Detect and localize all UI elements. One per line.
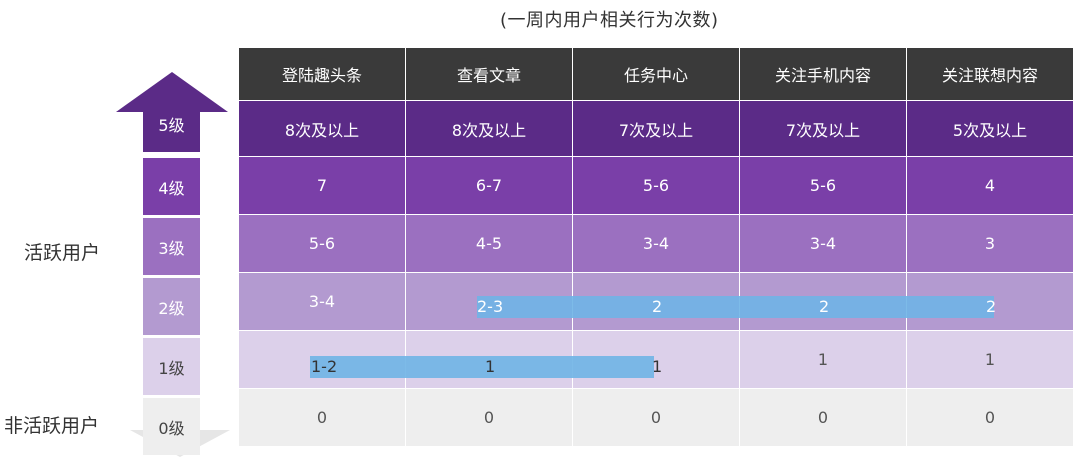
table-cell: 1 <box>739 330 907 389</box>
table-cell: 1 <box>485 357 496 376</box>
active-users-label: 活跃用户 <box>24 242 101 264</box>
table-cell: 2 <box>819 297 830 316</box>
table-cell: 0 <box>405 388 573 447</box>
table-cell: 6-7 <box>405 156 573 215</box>
inactive-users-label: 非活跃用户 <box>4 415 100 437</box>
level-5-label: 5级 <box>158 115 185 135</box>
table-cell <box>572 330 740 389</box>
table-cell: 5-6 <box>238 214 406 273</box>
level-3-label: 3级 <box>143 218 200 275</box>
table-cell: 0 <box>572 388 740 447</box>
table-cell: 1 <box>652 357 663 376</box>
table-row: 5-6 4-5 3-4 3-4 3 <box>238 214 1074 273</box>
table-cell: 0 <box>906 388 1074 447</box>
highlight-bar-level-2 <box>477 296 994 318</box>
table-header-row: 登陆趣头条 查看文章 任务中心 关注手机内容 关注联想内容 <box>238 47 1074 101</box>
table-row: 7 6-7 5-6 5-6 4 <box>238 156 1074 215</box>
table-cell: 2 <box>652 297 663 316</box>
behavior-table: 登陆趣头条 查看文章 任务中心 关注手机内容 关注联想内容 8次及以上 8次及以… <box>238 47 1074 447</box>
table-cell: 5-6 <box>572 156 740 215</box>
table-cell: 1 <box>906 330 1074 389</box>
table-cell: 0 <box>238 388 406 447</box>
table-cell: 7 <box>238 156 406 215</box>
level-4-label: 4级 <box>143 158 200 215</box>
arrow-shaft <box>143 110 200 152</box>
table-cell: 5-6 <box>739 156 907 215</box>
column-header: 关注联想内容 <box>906 47 1074 101</box>
table-row: 8次及以上 8次及以上 7次及以上 7次及以上 5次及以上 <box>238 100 1074 157</box>
level-1-label: 1级 <box>143 338 200 395</box>
table-cell: 8次及以上 <box>238 100 406 157</box>
column-header: 任务中心 <box>572 47 740 101</box>
level-0-label: 0级 <box>143 398 200 455</box>
arrow-up-icon <box>116 72 228 112</box>
table-cell: 3-4 <box>739 214 907 273</box>
table-row: 0 0 0 0 0 <box>238 388 1074 447</box>
column-header: 关注手机内容 <box>739 47 907 101</box>
table-cell: 3-4 <box>572 214 740 273</box>
table-cell: 3-4 <box>238 272 406 331</box>
table-caption: (一周内用户相关行为次数) <box>500 10 719 31</box>
table-cell: 7次及以上 <box>739 100 907 157</box>
table-cell: 2-3 <box>477 297 504 316</box>
table-cell: 5次及以上 <box>906 100 1074 157</box>
highlight-bar-level-1 <box>310 356 654 378</box>
level-2-label: 2级 <box>143 278 200 335</box>
table-cell: 8次及以上 <box>405 100 573 157</box>
table-cell: 0 <box>739 388 907 447</box>
table-cell: 4-5 <box>405 214 573 273</box>
table-cell: 2 <box>986 297 997 316</box>
table-cell: 3 <box>906 214 1074 273</box>
table-cell: 4 <box>906 156 1074 215</box>
table-cell: 1-2 <box>311 357 338 376</box>
table-cell: 7次及以上 <box>572 100 740 157</box>
column-header: 登陆趣头条 <box>238 47 406 101</box>
column-header: 查看文章 <box>405 47 573 101</box>
